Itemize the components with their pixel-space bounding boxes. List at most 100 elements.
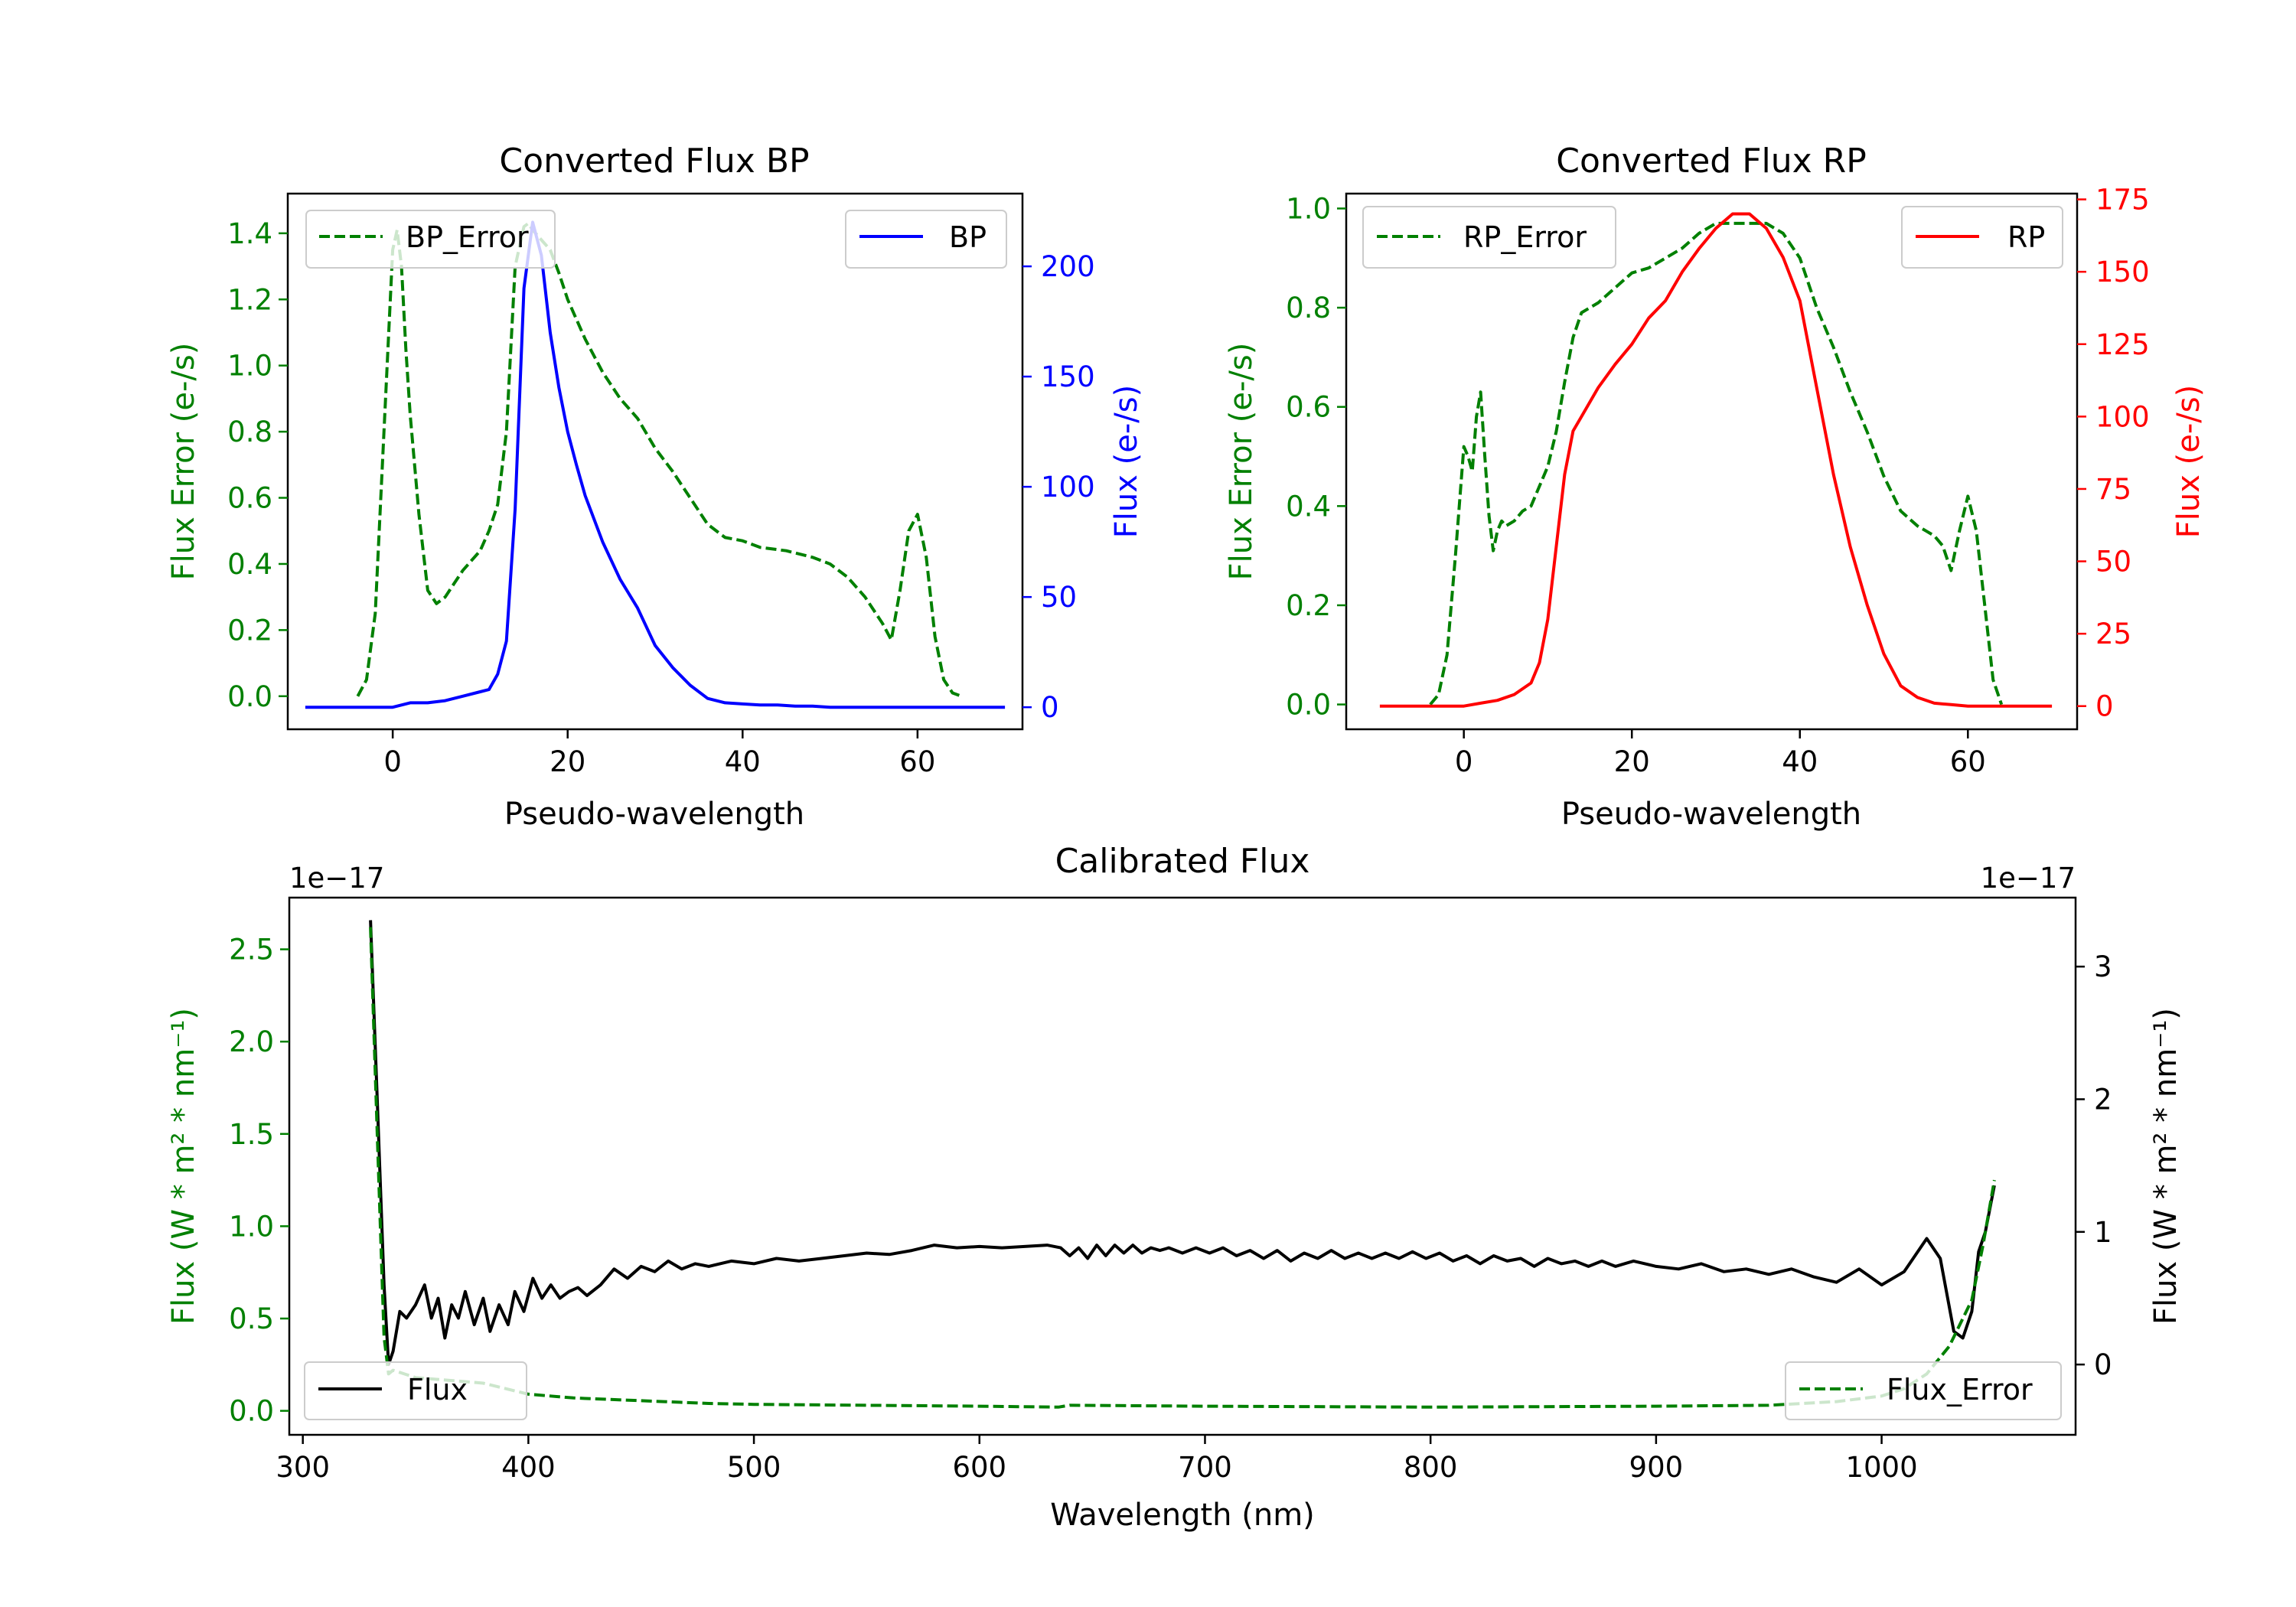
rp-legend-flux: RP [1901, 206, 2063, 269]
rp-left-tick-label: 1.0 [1286, 192, 1331, 225]
bp-left-tick-label: 1.4 [227, 217, 272, 250]
rp-x-tick-label: 20 [1614, 745, 1650, 778]
bp-left-tick-label: 0.6 [227, 482, 272, 515]
calibrated-x-tick-label: 1000 [1845, 1451, 1917, 1484]
bp-right-tick-label: 50 [1041, 581, 1077, 614]
rp-right-tick-label: 125 [2095, 328, 2150, 361]
calibrated-series-flux-error [369, 927, 1996, 1409]
rp-right-tick-label: 0 [2095, 690, 2114, 723]
bp-x-tick-label: 40 [725, 745, 761, 778]
rp-right-ticks: 0 25 50 75 100 125 150 175 [2077, 184, 2150, 723]
bp-axes-frame [286, 192, 1024, 731]
calibrated-axes-frame [288, 896, 2077, 1436]
calibrated-right-y-label: Flux (W * m² * nm⁻¹) [2148, 1008, 2183, 1325]
rp-left-tick-label: 0.6 [1286, 391, 1331, 424]
bp-left-tick-label: 0.2 [227, 614, 272, 647]
rp-right-tick-label: 175 [2095, 184, 2150, 217]
calibrated-left-tick-label: 0.0 [229, 1395, 274, 1428]
calibrated-left-tick-label: 2.5 [229, 934, 274, 966]
bp-series-bp-error [356, 221, 962, 698]
rp-lines [1379, 212, 2053, 708]
calibrated-lines [369, 920, 1996, 1409]
bp-right-tick-label: 100 [1041, 471, 1095, 504]
calibrated-left-tick-label: 2.0 [229, 1025, 274, 1058]
calibrated-x-ticks: 300 400 500 600 700 800 900 1000 [276, 1435, 1918, 1484]
rp-series-rp-error [1429, 221, 2004, 706]
calibrated-panel: Calibrated Flux 1e−17 1e−17 300 400 500 600… [166, 842, 2183, 1533]
bp-legend-error-label: BP_Error [406, 220, 529, 254]
calibrated-x-tick-label: 900 [1629, 1451, 1684, 1484]
calibrated-right-tick-label: 0 [2094, 1348, 2112, 1381]
bp-x-tick-label: 0 [383, 745, 402, 778]
bp-right-ticks: 0 50 100 150 200 [1022, 250, 1095, 724]
bp-left-tick-label: 0.8 [227, 416, 272, 448]
bp-title: Converted Flux BP [499, 142, 809, 181]
rp-left-tick-label: 0.0 [1286, 689, 1331, 722]
rp-left-y-label: Flux Error (e-/s) [1224, 343, 1259, 581]
calibrated-title: Calibrated Flux [1055, 842, 1310, 881]
calibrated-right-tick-label: 2 [2094, 1083, 2112, 1116]
calibrated-x-tick-label: 500 [727, 1451, 781, 1484]
rp-right-tick-label: 25 [2095, 618, 2131, 650]
calibrated-legend-flux: Flux [304, 1361, 527, 1420]
calibrated-x-label: Wavelength (nm) [1050, 1498, 1315, 1533]
bp-x-tick-label: 20 [550, 745, 585, 778]
bp-left-tick-label: 1.2 [227, 283, 272, 316]
bp-lines [305, 220, 1006, 709]
calibrated-legend-error-label: Flux_Error [1887, 1373, 2033, 1407]
bp-panel: Converted Flux BP 0 20 40 60 0.0 0.2 0.4 0.6 0.… [166, 142, 1144, 832]
rp-legend-error-label: RP_Error [1463, 220, 1587, 254]
calibrated-legend-error: Flux_Error [1785, 1361, 2062, 1420]
bp-left-y-label: Flux Error (e-/s) [166, 343, 201, 581]
bp-series-bp [305, 220, 1006, 709]
calibrated-x-tick-label: 300 [276, 1451, 330, 1484]
calibrated-x-tick-label: 700 [1178, 1451, 1232, 1484]
bp-right-tick-label: 150 [1041, 360, 1095, 393]
rp-right-tick-label: 150 [2095, 256, 2150, 288]
calibrated-right-tick-label: 3 [2094, 950, 2112, 983]
calibrated-left-tick-label: 0.5 [229, 1302, 274, 1335]
bp-x-label: Pseudo-wavelength [504, 797, 804, 832]
calibrated-left-ticks: 0.0 0.5 1.0 1.5 2.0 2.5 [229, 934, 289, 1428]
rp-right-tick-label: 100 [2095, 400, 2150, 433]
bp-right-tick-label: 200 [1041, 250, 1095, 283]
bp-right-y-label: Flux (e-/s) [1109, 385, 1144, 538]
calibrated-x-tick-label: 400 [501, 1451, 556, 1484]
bp-x-tick-label: 60 [899, 745, 935, 778]
rp-left-tick-label: 0.4 [1286, 490, 1331, 523]
rp-panel: Converted Flux RP 0 20 40 60 0.00.20.40.60.… [1224, 142, 2206, 832]
rp-right-tick-label: 75 [2095, 473, 2131, 506]
rp-series-rp [1379, 212, 2053, 708]
bp-left-tick-label: 1.0 [227, 350, 272, 383]
calibrated-left-y-label: Flux (W * m² * nm⁻¹) [166, 1008, 201, 1325]
rp-title: Converted Flux RP [1556, 142, 1867, 181]
calibrated-series-flux [369, 920, 1996, 1367]
calibrated-x-tick-label: 600 [952, 1451, 1006, 1484]
rp-x-ticks: 0 20 40 60 [1455, 729, 1986, 778]
bp-legend-error: BP_Error [305, 210, 556, 269]
rp-x-tick-label: 40 [1782, 745, 1818, 778]
rp-x-tick-label: 0 [1455, 745, 1473, 778]
bp-right-tick-label: 0 [1041, 691, 1059, 724]
calibrated-left-tick-label: 1.5 [229, 1118, 274, 1151]
calibrated-x-tick-label: 800 [1404, 1451, 1458, 1484]
bp-left-tick-label: 0.0 [227, 680, 272, 713]
rp-axes-frame [1345, 192, 2079, 731]
calibrated-left-offset: 1e−17 [289, 862, 384, 895]
calibrated-left-tick-label: 1.0 [229, 1210, 274, 1243]
bp-legend-flux-label: BP [949, 220, 987, 254]
rp-x-label: Pseudo-wavelength [1561, 797, 1861, 832]
bp-x-ticks: 0 20 40 60 [383, 729, 935, 778]
bp-left-tick-label: 0.4 [227, 548, 272, 581]
rp-right-tick-label: 50 [2095, 546, 2131, 579]
calibrated-right-ticks: 0 1 2 3 [2076, 950, 2112, 1381]
calibrated-right-tick-label: 1 [2094, 1216, 2112, 1249]
rp-left-ticks: 0.0 0.2 0.4 0.6 0.8 1.0 [1286, 192, 1346, 722]
rp-legend-error: RP_Error [1362, 206, 1616, 269]
rp-left-tick-label: 0.2 [1286, 589, 1331, 622]
rp-x-tick-label: 60 [1950, 745, 1986, 778]
rp-legend-flux-label: RP [2007, 220, 2045, 254]
rp-right-y-label: Flux (e-/s) [2171, 385, 2206, 538]
calibrated-legend-flux-label: Flux [407, 1373, 468, 1407]
